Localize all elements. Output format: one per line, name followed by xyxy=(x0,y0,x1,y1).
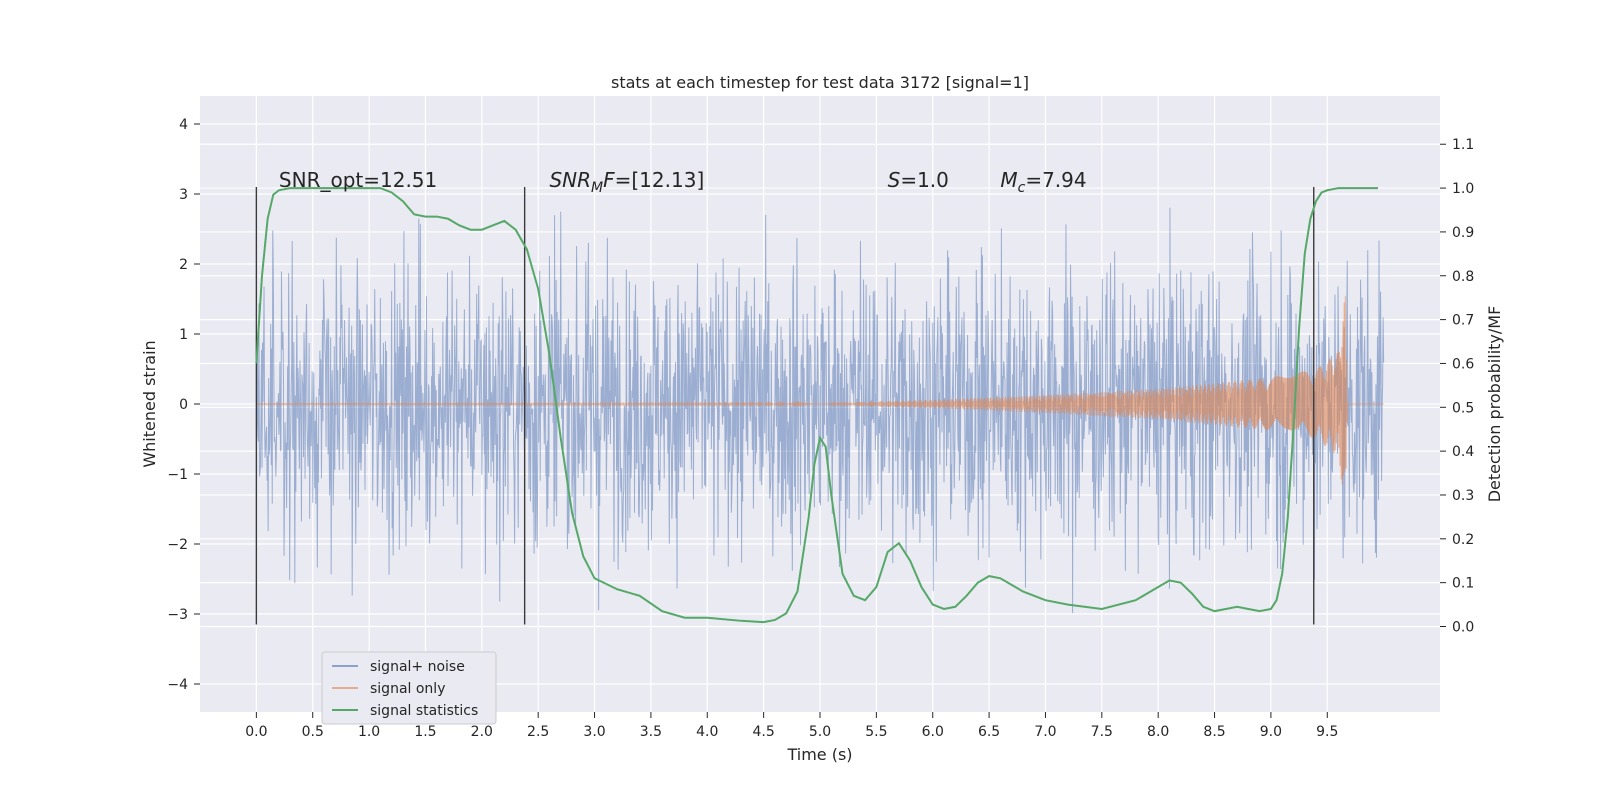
x-tick-label: 8.5 xyxy=(1203,724,1225,740)
y2-tick-label: 1.0 xyxy=(1452,181,1474,197)
x-tick-label: 2.0 xyxy=(471,724,493,740)
signal-line xyxy=(256,296,1384,485)
y-tick-label: −4 xyxy=(167,677,188,693)
y-tick-label: 0 xyxy=(179,397,188,413)
y2-axis-ticks: 1.1 1.0 0.9 0.8 0.7 0.6 0.5 0.4 0.3 0.2 0.1 0.0 xyxy=(1440,137,1474,636)
y2-tick-label: 0.1 xyxy=(1452,576,1474,592)
series-signal-noise xyxy=(255,207,1385,614)
x-tick-label: 3.0 xyxy=(583,724,605,740)
y2-tick-label: 0.5 xyxy=(1452,400,1474,416)
annotations: SNR_opt=12.51 SNRMF=[12.13] S=1.0 Mc=7.94 xyxy=(279,168,1087,196)
y-tick-label: 1 xyxy=(179,327,188,343)
x-axis-label: Time (s) xyxy=(786,745,852,764)
x-tick-label: 0.0 xyxy=(245,724,267,740)
x-tick-label: 8.0 xyxy=(1147,724,1169,740)
y2-tick-label: 0.6 xyxy=(1452,356,1474,372)
x-tick-label: 3.5 xyxy=(640,724,662,740)
legend: signal+ noise signal only signal statistic… xyxy=(321,651,497,725)
x-tick-label: 1.0 xyxy=(358,724,380,740)
annotation: SNR_opt=12.51 xyxy=(279,168,437,192)
x-tick-label: 0.5 xyxy=(302,724,324,740)
x-tick-label: 5.0 xyxy=(809,724,831,740)
x-tick-label: 9.0 xyxy=(1260,724,1282,740)
vertical-markers xyxy=(255,187,1315,625)
y2-tick-label: 0.0 xyxy=(1452,620,1474,636)
annotation: S=1.0 xyxy=(888,168,949,192)
legend-label: signal statistics xyxy=(370,703,478,719)
series-signal-statistics xyxy=(255,187,1378,624)
y2-tick-label: 0.4 xyxy=(1452,444,1474,460)
x-tick-label: 1.5 xyxy=(414,724,436,740)
y-tick-label: −2 xyxy=(167,537,188,553)
legend-label: signal+ noise xyxy=(370,659,465,675)
x-tick-label: 4.0 xyxy=(696,724,718,740)
x-tick-label: 6.5 xyxy=(978,724,1000,740)
y-tick-label: 4 xyxy=(179,117,188,133)
y2-tick-label: 0.3 xyxy=(1452,488,1474,504)
x-tick-label: 7.0 xyxy=(1034,724,1056,740)
y2-axis-label: Detection probability/MF xyxy=(1485,306,1504,503)
noise-line xyxy=(255,207,1385,614)
y2-tick-label: 0.8 xyxy=(1452,269,1474,285)
x-tick-label: 5.5 xyxy=(865,724,887,740)
y2-tick-label: 0.7 xyxy=(1452,313,1474,329)
legend-label: signal only xyxy=(370,681,445,697)
y2-tick-label: 1.1 xyxy=(1452,137,1474,153)
statistics-line xyxy=(255,187,1378,624)
y-axis-ticks: 4 3 2 1 0 −1 −2 −3 −4 xyxy=(167,117,200,693)
legend-box xyxy=(321,651,497,725)
x-tick-label: 2.5 xyxy=(527,724,549,740)
y-tick-label: 3 xyxy=(179,187,188,203)
y-tick-label: −3 xyxy=(167,607,188,623)
x-tick-label: 6.0 xyxy=(922,724,944,740)
y-tick-label: 2 xyxy=(179,257,188,273)
y-tick-label: −1 xyxy=(167,467,188,483)
y-axis-label: Whitened strain xyxy=(140,340,159,467)
x-tick-label: 4.5 xyxy=(753,724,775,740)
y2-tick-label: 0.2 xyxy=(1452,532,1474,548)
x-axis-ticks: 0.0 0.5 1.0 1.5 2.0 2.5 3.0 3.5 4.0 4.5 5.0 5.5 6.0 6… xyxy=(245,712,1338,740)
series-signal-only xyxy=(256,296,1384,485)
annotation: SNRMF=[12.13] xyxy=(549,168,704,196)
annotation: Mc=7.94 xyxy=(1000,168,1086,196)
x-tick-label: 9.5 xyxy=(1316,724,1338,740)
y2-tick-label: 0.9 xyxy=(1452,225,1474,241)
chart-title: stats at each timestep for test data 317… xyxy=(611,73,1029,92)
x-tick-label: 7.5 xyxy=(1091,724,1113,740)
